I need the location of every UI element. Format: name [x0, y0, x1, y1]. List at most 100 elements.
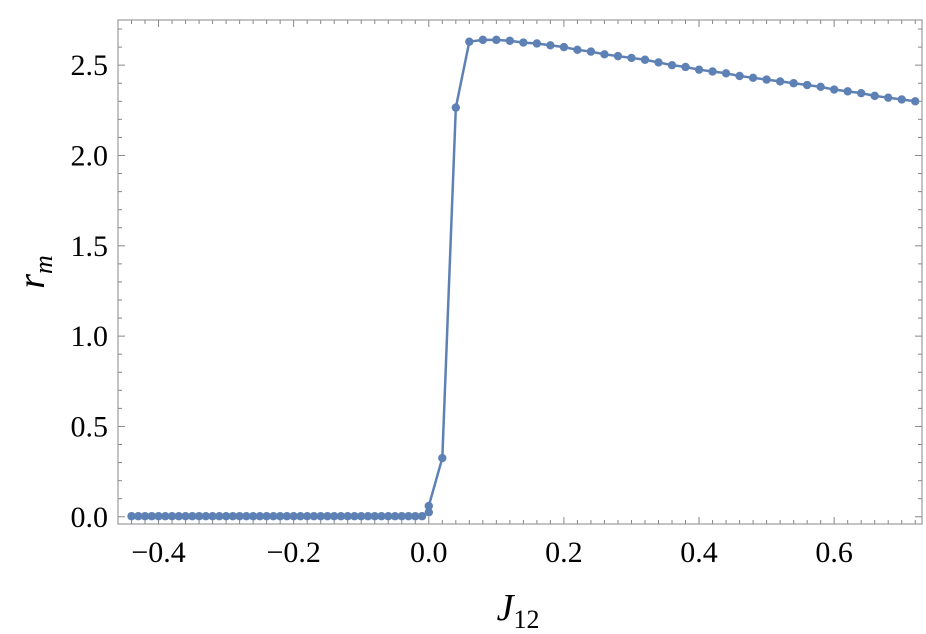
data-point [140, 512, 150, 521]
x-axis-title-subscript: 12 [513, 605, 539, 634]
data-point [884, 93, 893, 102]
data-point [147, 512, 156, 521]
data-point [269, 512, 278, 521]
data-point [451, 103, 461, 112]
plot-frame [117, 19, 923, 525]
data-point [424, 501, 433, 511]
data-point [586, 47, 596, 56]
x-tick-label: 0.2 [545, 536, 583, 569]
data-point [174, 512, 184, 521]
data-point [613, 51, 623, 61]
data-point [255, 512, 265, 521]
data-point [289, 512, 298, 521]
data-point [404, 512, 413, 521]
data-point [127, 512, 136, 521]
x-tick-label: −0.2 [266, 536, 320, 569]
data-point [519, 38, 528, 47]
data-point [235, 512, 244, 521]
data-point [762, 75, 771, 84]
data-point [357, 512, 366, 521]
y-tick-label: 1.0 [71, 320, 109, 353]
data-point [262, 512, 271, 521]
data-point [911, 97, 920, 106]
data-point [221, 512, 231, 521]
data-point [309, 512, 319, 521]
y-tick-label: 2.5 [71, 49, 109, 82]
data-point [384, 512, 393, 521]
data-point [465, 37, 474, 46]
data-point [181, 512, 190, 521]
x-tick-label: 0.6 [815, 536, 853, 569]
data-point [816, 82, 825, 92]
x-tick-label: −0.4 [131, 536, 185, 569]
y-axis-title: rm [11, 255, 58, 289]
series-line [131, 38, 916, 518]
data-point [478, 35, 488, 45]
data-point [316, 512, 325, 521]
data-point [201, 512, 211, 521]
data-point [282, 512, 292, 521]
data-point [161, 512, 170, 521]
y-axis-title-main: r [11, 274, 53, 289]
data-point [411, 512, 420, 521]
x-axis-title: J12 [497, 587, 540, 634]
y-tick-label: 2.0 [71, 139, 109, 172]
data-point [302, 512, 312, 521]
data-point [377, 512, 386, 521]
data-point [546, 41, 555, 50]
data-point [505, 36, 515, 45]
data-point [228, 512, 238, 521]
data-point [654, 58, 663, 67]
y-tick-label: 1.5 [71, 230, 109, 263]
x-tick-label: 0.4 [680, 536, 718, 569]
data-point [708, 67, 717, 76]
data-point [856, 88, 866, 98]
data-point [208, 512, 217, 521]
data-point [735, 71, 744, 81]
data-point [438, 453, 447, 463]
data-point [296, 512, 305, 521]
data-point [573, 45, 582, 55]
data-point [194, 512, 204, 521]
data-point [721, 69, 731, 78]
data-point [248, 512, 258, 521]
data-point [424, 508, 433, 517]
data-point [370, 512, 379, 521]
data-point [748, 73, 758, 83]
data-point [870, 91, 879, 101]
data-point [775, 77, 785, 86]
data-point [532, 39, 542, 48]
data-point [330, 512, 339, 521]
data-point [640, 55, 650, 64]
axis-tick-labels: 0.0 0.5 1.0 1.5 2.0 2.5 −0.4 −0.2 0.0 0.2 0.4 0.6 [71, 49, 853, 569]
data-point [188, 512, 197, 521]
data-point [667, 60, 677, 70]
data-point [559, 42, 569, 52]
y-axis-title-subscript: m [29, 255, 58, 274]
data-point [492, 35, 501, 45]
y-tick-label: 0.0 [71, 501, 109, 534]
data-point [167, 512, 177, 521]
data-point [154, 512, 163, 521]
data-point [681, 62, 690, 72]
data-point [802, 80, 812, 90]
x-axis-title-main: J [497, 587, 516, 629]
data-point [350, 512, 359, 521]
data-point [829, 85, 839, 94]
data-point [215, 512, 224, 521]
data-point [242, 512, 251, 521]
x-tick-label: 0.0 [410, 536, 448, 569]
axis-ticks [117, 20, 922, 524]
data-point [843, 87, 852, 96]
data-point [694, 65, 704, 74]
data-point [789, 79, 798, 88]
y-tick-label: 0.5 [71, 410, 109, 443]
data-point [134, 512, 143, 521]
data-point [363, 512, 373, 521]
data-point [323, 512, 332, 521]
data-point [897, 95, 906, 104]
data-point [390, 512, 400, 521]
data-point [336, 512, 346, 521]
data-point [600, 50, 609, 59]
